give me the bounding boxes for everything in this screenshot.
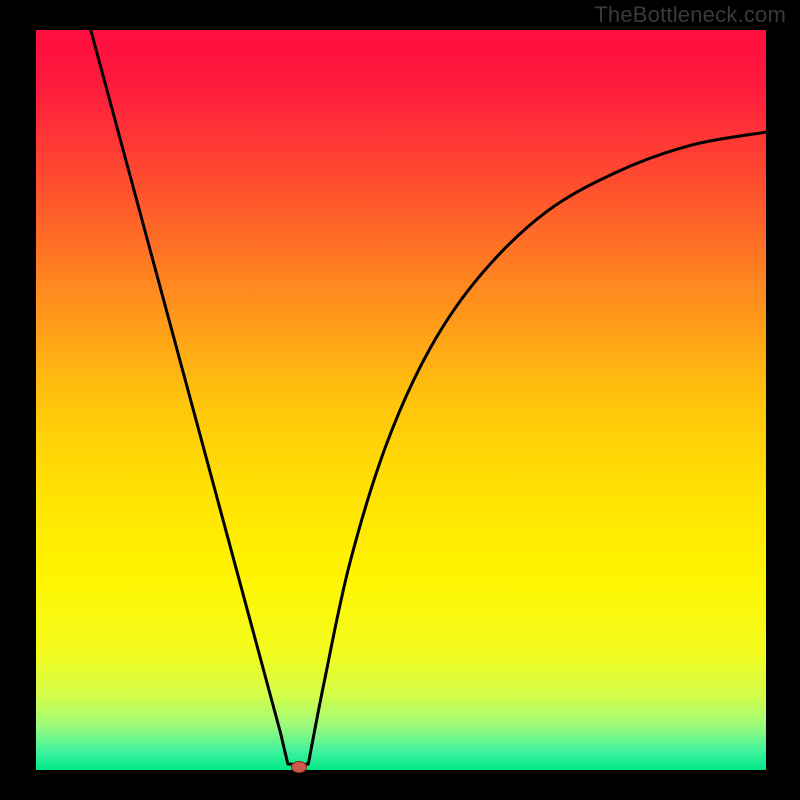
chart-container: TheBottleneck.com (0, 0, 800, 800)
bottleneck-curve (91, 30, 766, 764)
curve-layer (36, 30, 766, 770)
watermark-text: TheBottleneck.com (594, 2, 786, 28)
plot-area (36, 30, 766, 770)
optimal-point-marker (291, 761, 307, 773)
